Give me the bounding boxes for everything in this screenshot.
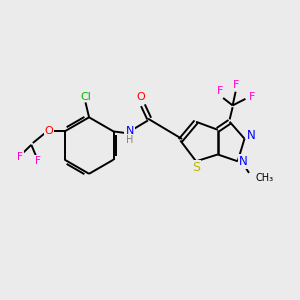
Text: N: N — [247, 129, 255, 142]
Text: CH₃: CH₃ — [256, 172, 274, 183]
Text: F: F — [249, 92, 256, 102]
Text: F: F — [35, 156, 41, 166]
Text: H: H — [126, 135, 133, 145]
Text: O: O — [45, 126, 53, 136]
Text: Cl: Cl — [80, 92, 91, 101]
Text: O: O — [136, 92, 145, 102]
Text: N: N — [239, 155, 248, 168]
Text: F: F — [17, 152, 23, 162]
Text: N: N — [125, 126, 134, 136]
Text: F: F — [233, 80, 239, 90]
Text: S: S — [192, 161, 200, 174]
Text: F: F — [217, 86, 223, 96]
